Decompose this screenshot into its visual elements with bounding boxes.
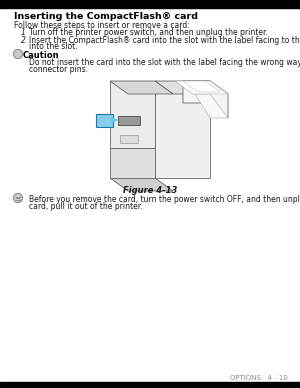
FancyArrowPatch shape <box>112 118 116 122</box>
Polygon shape <box>155 81 228 94</box>
Bar <box>0 0 300 8</box>
Polygon shape <box>155 81 210 178</box>
Text: Insert the CompactFlash® card into the slot with the label facing to the left, p: Insert the CompactFlash® card into the s… <box>29 36 300 45</box>
Bar <box>120 135 138 143</box>
Text: OPTIONS   4 - 10: OPTIONS 4 - 10 <box>230 375 288 381</box>
Text: Before you remove the card, turn the power switch OFF, and then unplug the print: Before you remove the card, turn the pow… <box>29 195 300 204</box>
Text: into the slot.: into the slot. <box>29 42 78 51</box>
Text: Do not insert the card into the slot with the label facing the wrong way, as thi: Do not insert the card into the slot wit… <box>29 58 300 67</box>
Text: Figure 4-13: Figure 4-13 <box>123 186 177 195</box>
Polygon shape <box>183 81 228 118</box>
Text: Turn off the printer power switch, and then unplug the printer.: Turn off the printer power switch, and t… <box>29 28 268 37</box>
Polygon shape <box>110 178 173 191</box>
Polygon shape <box>110 81 173 94</box>
Polygon shape <box>195 94 228 118</box>
Bar <box>118 116 140 125</box>
Polygon shape <box>175 81 228 94</box>
Text: 1: 1 <box>21 28 26 37</box>
Circle shape <box>14 194 22 203</box>
Circle shape <box>14 50 22 59</box>
Polygon shape <box>183 81 220 92</box>
Polygon shape <box>110 148 155 178</box>
Polygon shape <box>110 81 155 148</box>
Text: 2: 2 <box>21 36 26 45</box>
Bar <box>96 114 113 127</box>
Text: card, pull it out of the printer.: card, pull it out of the printer. <box>29 202 142 211</box>
Bar <box>0 382 300 388</box>
Text: Caution: Caution <box>23 51 60 60</box>
Text: connector pins.: connector pins. <box>29 65 88 74</box>
Text: Follow these steps to insert or remove a card:: Follow these steps to insert or remove a… <box>14 21 190 30</box>
Text: Inserting the CompactFlash® card: Inserting the CompactFlash® card <box>14 12 198 21</box>
